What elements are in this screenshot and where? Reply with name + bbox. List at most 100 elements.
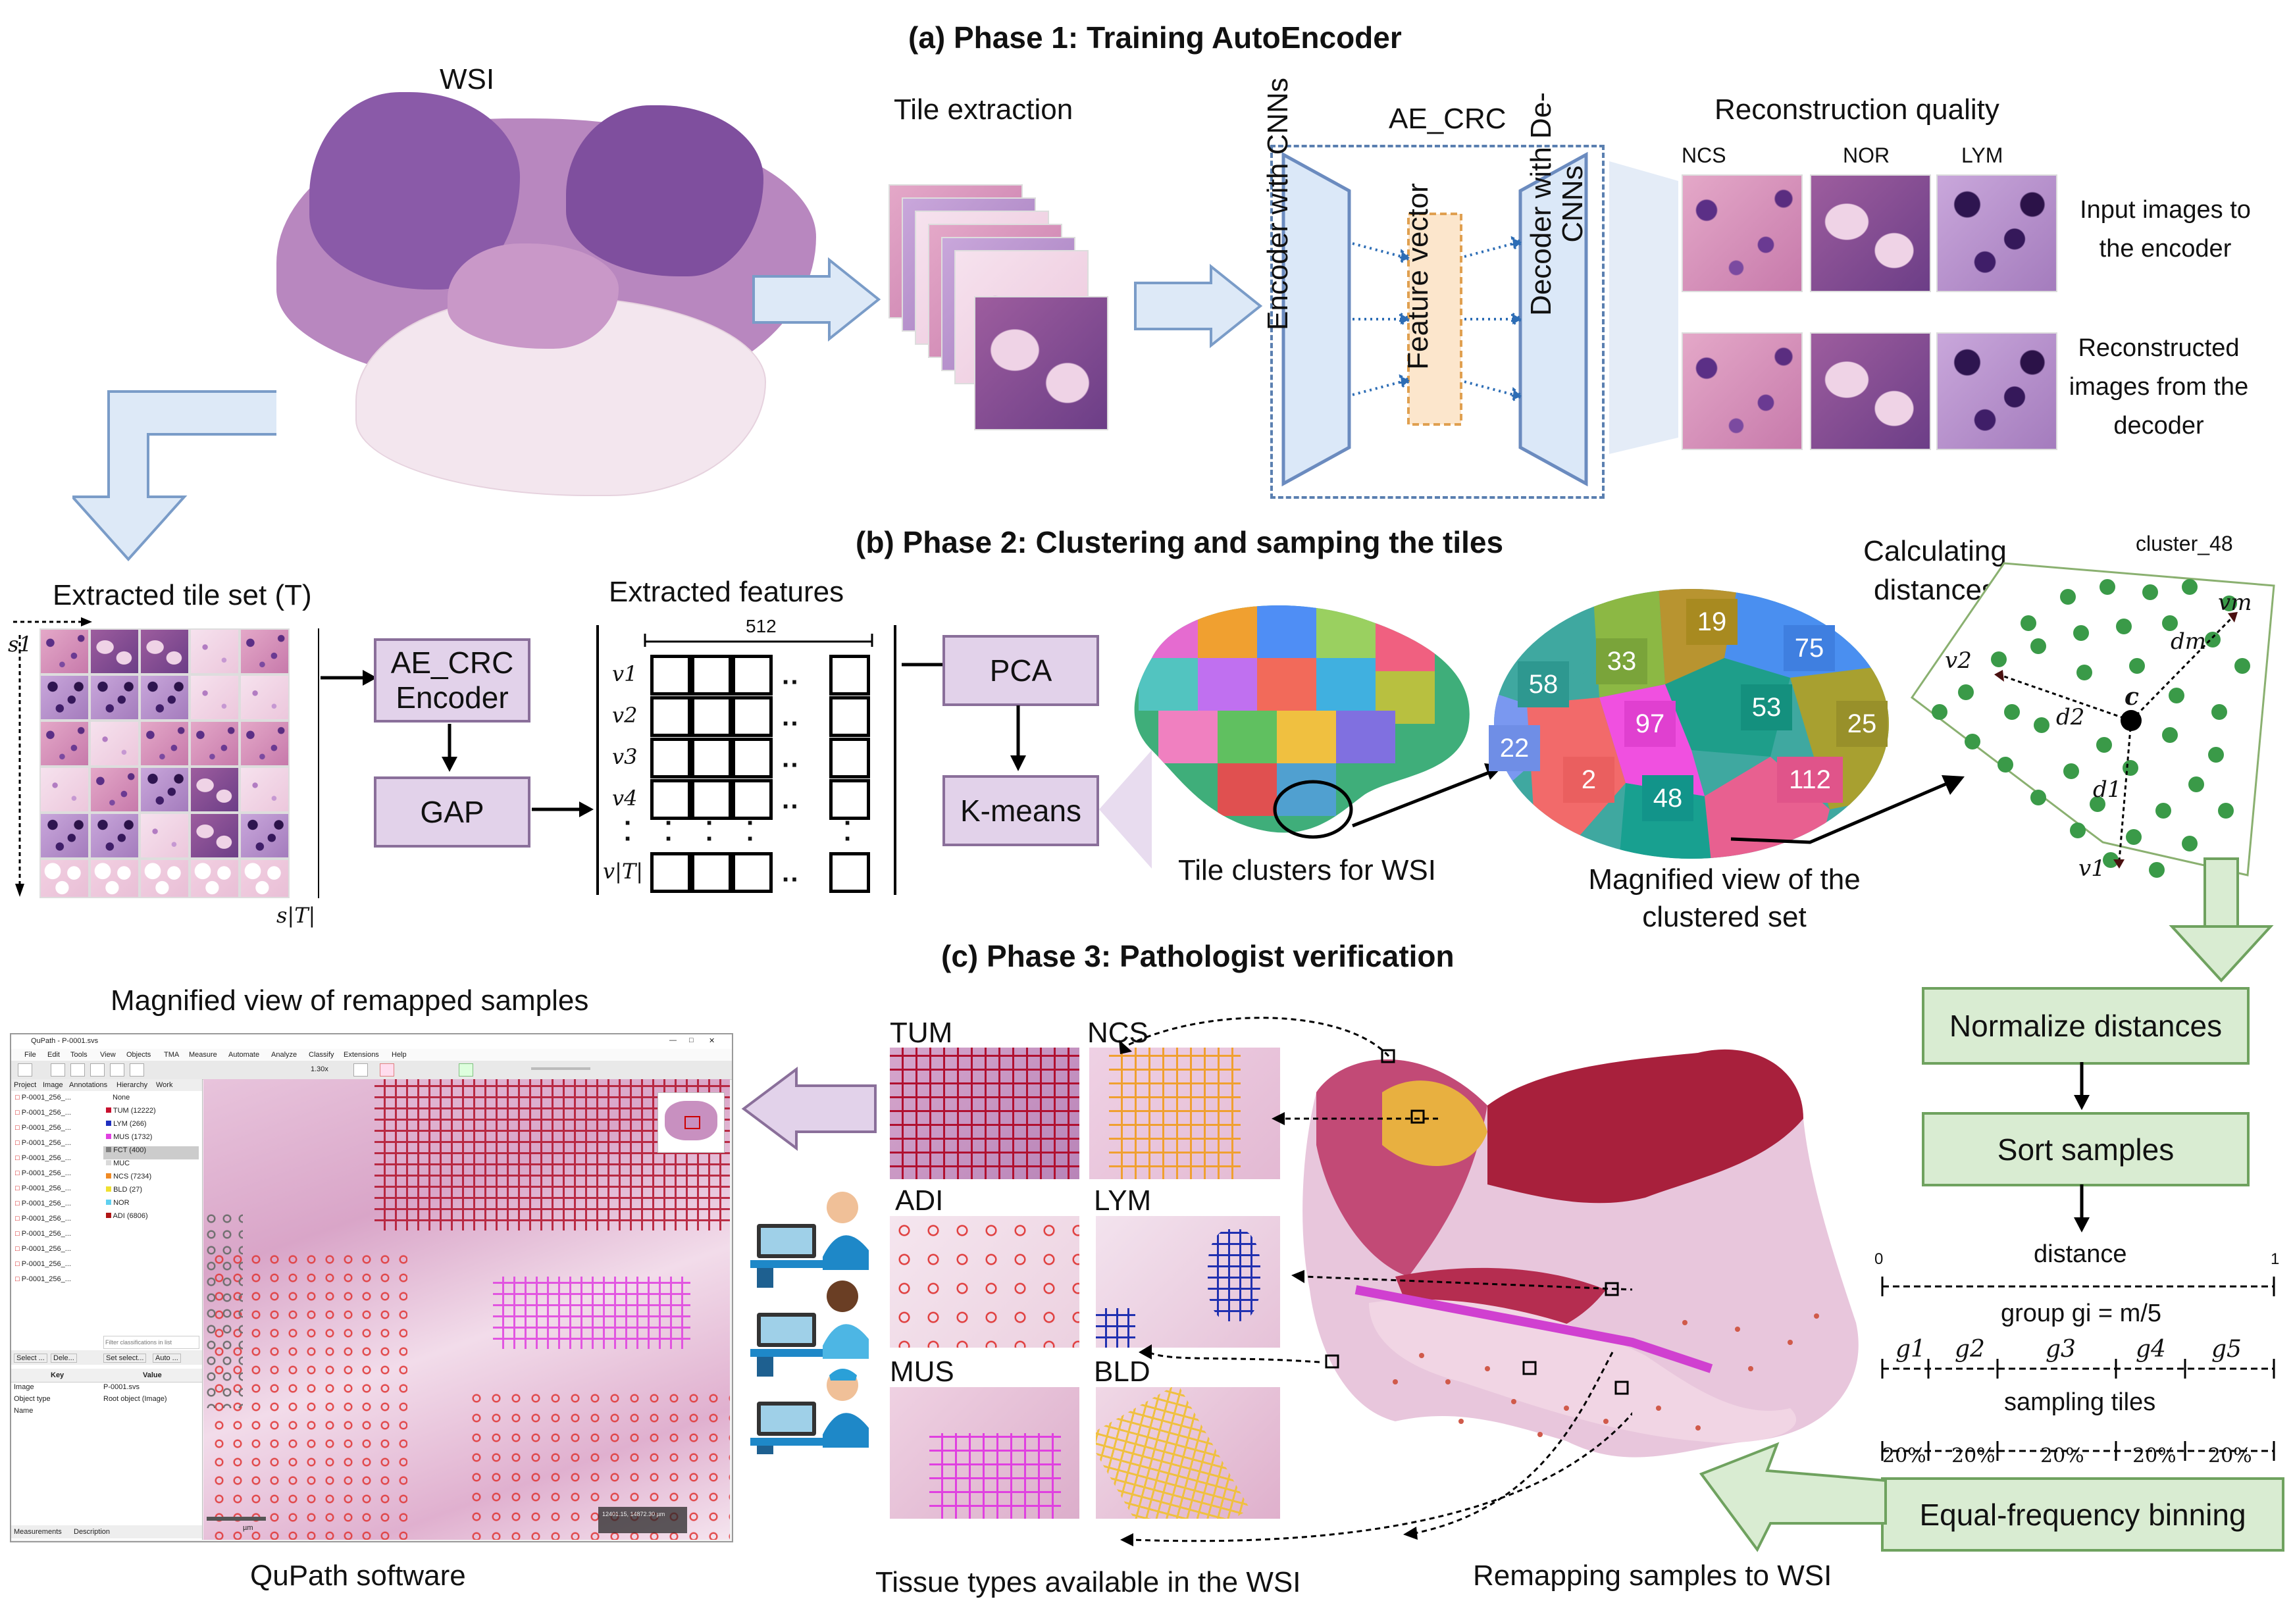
tool-ellipse-icon[interactable]: [70, 1063, 85, 1077]
tool-rect-icon[interactable]: [51, 1063, 65, 1077]
tool-grid-icon[interactable]: [459, 1063, 473, 1077]
arrow-to-normalize: [2169, 857, 2274, 982]
wsi-image: [250, 79, 842, 500]
menu-tools[interactable]: Tools: [70, 1051, 88, 1059]
remapped-wsi: [1302, 1049, 1859, 1458]
label-d1: d1: [2093, 776, 2122, 803]
class-item[interactable]: ADI (6806): [103, 1212, 199, 1225]
list-item[interactable]: □ P-0001_256_...: [15, 1139, 71, 1147]
tab-measurements[interactable]: Measurements: [14, 1528, 62, 1536]
cluster-points: [1905, 559, 2287, 888]
tool-move-icon[interactable]: [18, 1063, 32, 1077]
menu-view[interactable]: View: [100, 1051, 116, 1059]
tool-brush-icon[interactable]: [130, 1063, 144, 1077]
menu-automate[interactable]: Automate: [228, 1051, 260, 1059]
menu-tma[interactable]: TMA: [164, 1051, 180, 1059]
phase1-title: (a) Phase 1: Training AutoEncoder: [908, 20, 1402, 55]
close-icon[interactable]: ✕: [709, 1037, 715, 1045]
list-item[interactable]: □ P-0001_256_...: [15, 1154, 71, 1162]
menu-file[interactable]: File: [24, 1051, 36, 1059]
label-dm: dm: [2171, 628, 2207, 655]
cluster-22: 22: [1489, 725, 1540, 771]
tab-description[interactable]: Description: [74, 1528, 111, 1536]
class-filter-input[interactable]: [103, 1336, 199, 1349]
cluster-2: 2: [1563, 757, 1614, 803]
list-item[interactable]: □ P-0001_256_...: [15, 1094, 71, 1102]
class-item[interactable]: None: [113, 1094, 130, 1102]
percent-3: 20%: [2040, 1444, 2084, 1467]
menu-analyze[interactable]: Analyze: [271, 1051, 297, 1059]
tab-hierarchy[interactable]: Hierarchy: [116, 1081, 148, 1089]
menu-classify[interactable]: Classify: [309, 1051, 334, 1059]
select-button[interactable]: Select ...: [14, 1354, 47, 1363]
set-selected-button[interactable]: Set select...: [103, 1354, 147, 1363]
list-item[interactable]: □ P-0001_256_...: [15, 1184, 71, 1192]
list-item[interactable]: □ P-0001_256_...: [15, 1245, 71, 1253]
tab-annotations[interactable]: Annotations: [69, 1081, 108, 1089]
tissue-panel-bld: [1096, 1387, 1280, 1519]
tab-image[interactable]: Image: [43, 1081, 63, 1089]
class-item[interactable]: FCT (400): [103, 1146, 199, 1159]
menu-help[interactable]: Help: [392, 1051, 407, 1059]
menu-edit[interactable]: Edit: [47, 1051, 60, 1059]
menu-extensions[interactable]: Extensions: [344, 1051, 379, 1059]
pca-box: PCA: [942, 635, 1099, 706]
mus-annotations: [493, 1277, 690, 1349]
opacity-slider[interactable]: [531, 1067, 590, 1070]
overview-thumbnail[interactable]: [657, 1092, 725, 1153]
class-item[interactable]: LYM (266): [103, 1120, 199, 1133]
cluster-19: 19: [1686, 599, 1738, 645]
tab-workflow[interactable]: Work: [156, 1081, 173, 1089]
phase2-title: (b) Phase 2: Clustering and samping the …: [856, 525, 1504, 559]
tool-polygon-icon[interactable]: [110, 1063, 124, 1077]
tool-annot-icon[interactable]: [380, 1063, 394, 1077]
list-item[interactable]: □ P-0001_256_...: [15, 1260, 71, 1268]
cluster-75: 75: [1784, 625, 1835, 671]
list-item[interactable]: □ P-0001_256_...: [15, 1124, 71, 1132]
tissue-label-tum: TUM: [890, 1017, 953, 1049]
maximize-icon[interactable]: □: [689, 1036, 694, 1044]
cluster-58: 58: [1518, 661, 1569, 707]
table-row: Name: [14, 1407, 34, 1415]
tool-line-icon[interactable]: [90, 1063, 105, 1077]
tab-project[interactable]: Project: [14, 1081, 37, 1089]
class-item[interactable]: NCS (7234): [103, 1173, 199, 1186]
tissue-panel-tum: [890, 1048, 1079, 1179]
list-item[interactable]: □ P-0001_256_...: [15, 1275, 71, 1283]
qupath-title: QuPath - P-0001.svs: [31, 1037, 99, 1045]
axis-min: 0: [1874, 1250, 1884, 1268]
label-v1: v1: [2078, 855, 2105, 882]
binning-axes: [1881, 1277, 2275, 1461]
menu-objects[interactable]: Objects: [126, 1051, 151, 1059]
tool-zoom-icon[interactable]: [353, 1063, 368, 1077]
s-last-label: s|T|: [276, 903, 316, 928]
left-tabs: Project Image Annotations Hierarchy Work: [11, 1079, 202, 1091]
normalize-box: Normalize distances: [1922, 987, 2250, 1065]
ae-title: AE_CRC: [1389, 103, 1507, 135]
list-item[interactable]: □ P-0001_256_...: [15, 1109, 71, 1117]
arrow-tiles-to-ae: [1134, 263, 1263, 349]
tissue-panel-adi: [890, 1216, 1079, 1348]
delete-button[interactable]: Dele...: [51, 1354, 77, 1363]
class-item[interactable]: MUS (1732): [103, 1133, 199, 1146]
list-item[interactable]: □ P-0001_256_...: [15, 1230, 71, 1238]
kv-value-header: Value: [143, 1371, 162, 1379]
recon-input-lym: [1936, 174, 2057, 292]
list-item[interactable]: □ P-0001_256_...: [15, 1215, 71, 1223]
qupath-viewer[interactable]: µm 12401.15, 14872.30 µm: [203, 1079, 730, 1540]
class-item[interactable]: TUM (12222): [103, 1107, 199, 1120]
arrow-wsi-down: [72, 390, 276, 561]
class-item[interactable]: NOR: [103, 1199, 199, 1212]
menu-measure[interactable]: Measure: [189, 1051, 217, 1059]
tissue-panel-lym: [1096, 1216, 1280, 1348]
qupath-toolbar: 1.30x: [11, 1061, 732, 1080]
magnified-remap-title: Magnified view of remapped samples: [111, 984, 589, 1017]
cluster-97: 97: [1624, 701, 1676, 747]
cluster-33: 33: [1596, 638, 1647, 684]
class-item[interactable]: BLD (27): [103, 1186, 199, 1199]
list-item[interactable]: □ P-0001_256_...: [15, 1200, 71, 1207]
minimize-icon[interactable]: —: [669, 1036, 677, 1044]
auto-set-button[interactable]: Auto ...: [153, 1354, 181, 1363]
list-item[interactable]: □ P-0001_256_...: [15, 1169, 71, 1177]
class-item[interactable]: MUC: [103, 1159, 199, 1173]
